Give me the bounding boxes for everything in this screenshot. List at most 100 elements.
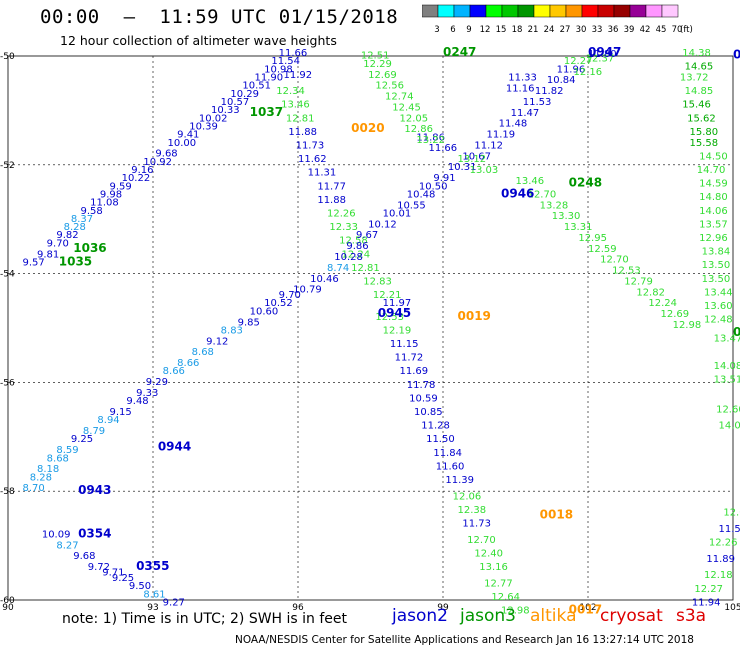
y-tick-label: -60 xyxy=(0,596,15,606)
swh-value-label: 12.29 xyxy=(363,59,392,70)
swh-value-label: 11.94 xyxy=(692,597,721,608)
swh-value-label: 12.40 xyxy=(474,548,503,559)
swh-value-label: 12.27 xyxy=(564,56,593,67)
swh-value-label: 13.12 xyxy=(458,154,487,165)
chart-subtitle: 12 hour collection of altimeter wave hei… xyxy=(60,33,337,48)
swh-value-label: 12.33 xyxy=(329,222,358,233)
swh-value-label: 10.55 xyxy=(397,200,426,211)
swh-value-label: 10.60 xyxy=(250,306,279,317)
scale-label: 6 xyxy=(450,25,455,35)
swh-value-label: 9.81 xyxy=(37,249,59,260)
swh-value-label: 13.22 xyxy=(416,135,445,146)
swh-value-label: 10.29 xyxy=(230,89,259,100)
swh-value-label: 11.90 xyxy=(255,72,284,83)
swh-value-label: 13.47 xyxy=(714,334,740,345)
scale-label: 33 xyxy=(592,25,603,35)
swh-value-label: 12.26 xyxy=(709,538,738,549)
swh-value-label: 9.15 xyxy=(110,407,132,418)
swh-value-label: 8.83 xyxy=(221,325,243,336)
swh-value-label: 12.58 xyxy=(339,236,368,247)
swh-value-label: 9.67 xyxy=(356,230,378,241)
swh-value-label: 12.70 xyxy=(467,535,496,546)
swh-value-label: 12.16 xyxy=(574,67,603,78)
swh-value-label: 12.86 xyxy=(404,124,433,135)
swh-value-label: 11.84 xyxy=(433,448,462,459)
swh-value-label: 12.24 xyxy=(648,298,677,309)
swh-value-label: 11.78 xyxy=(407,380,436,391)
scale-label: 36 xyxy=(608,25,619,35)
swh-value-label: 14.05 xyxy=(719,421,740,432)
swh-value-label: 10.57 xyxy=(221,97,250,108)
swh-value-label: 11.86 xyxy=(416,132,445,143)
swh-value-label: 12.27 xyxy=(694,584,723,595)
swh-value-label: 9.33 xyxy=(136,388,158,399)
swh-value-label: 12.19 xyxy=(383,325,412,336)
swh-value-label: 10.84 xyxy=(547,75,576,86)
swh-value-label: 11.73 xyxy=(462,519,491,530)
scale-label: 24 xyxy=(544,25,555,35)
swh-value-label: 11.62 xyxy=(298,154,327,165)
swh-value-label: 11.33 xyxy=(508,72,537,83)
x-tick-label: 102 xyxy=(579,603,596,613)
swh-value-label: 13.72 xyxy=(680,72,709,83)
swh-value-label: 15.46 xyxy=(682,100,711,111)
pass-time-label: 0247 xyxy=(443,45,476,59)
swh-value-label: 13.50 xyxy=(702,274,731,285)
swh-value-label: 12.77 xyxy=(484,578,513,589)
swh-value-label: 12.70 xyxy=(528,189,557,200)
swh-value-label: 12.82 xyxy=(636,287,665,298)
swh-value-label: 10.09 xyxy=(42,529,71,540)
legend-s3a: s3a xyxy=(676,606,707,626)
swh-value-label: 12.59 xyxy=(588,244,617,255)
swh-value-label: 8.74 xyxy=(327,263,349,274)
legend-cryosat: cryosat xyxy=(600,606,663,626)
swh-value-label: 13.51 xyxy=(714,374,740,385)
swh-value-label: 9.48 xyxy=(126,396,148,407)
swh-value-label: 9.50 xyxy=(129,581,151,592)
swh-value-label: 11.16 xyxy=(506,83,535,94)
scale-label: 70 xyxy=(672,25,683,35)
swh-value-label: 11.54 xyxy=(271,56,300,67)
swh-value-label: 12.81 xyxy=(351,263,380,274)
pass-time-label: 0 xyxy=(733,48,740,62)
swh-value-label: 9.70 xyxy=(47,238,69,249)
swh-value-label: 11.96 xyxy=(557,64,586,75)
swh-value-label: 10.50 xyxy=(419,181,448,192)
swh-value-label: 12.53 xyxy=(612,266,641,277)
swh-value-label: 12.70 xyxy=(600,255,629,266)
swh-value-label: 13.60 xyxy=(704,301,733,312)
swh-value-label: 8.28 xyxy=(64,222,86,233)
swh-value-label: 10.48 xyxy=(407,189,436,200)
x-tick-label: 105 xyxy=(724,603,740,613)
swh-value-label: 10.59 xyxy=(409,393,438,404)
swh-value-label: 11.50 xyxy=(426,434,455,445)
swh-value-label: 10.01 xyxy=(383,208,412,219)
swh-value-label: 13.46 xyxy=(281,100,310,111)
swh-value-label: 13.57 xyxy=(699,219,728,230)
swh-value-label: 12.81 xyxy=(286,113,315,124)
swh-value-label: 13.30 xyxy=(552,211,581,222)
swh-value-label: 11.92 xyxy=(284,70,313,81)
swh-value-label: 12.98 xyxy=(501,606,530,617)
swh-value-label: 8.37 xyxy=(71,214,93,225)
swh-value-label: 12.79 xyxy=(624,276,653,287)
plot-frame xyxy=(7,55,734,601)
y-tick-label: -54 xyxy=(0,270,15,280)
swh-value-label: 12.69 xyxy=(368,70,397,81)
x-tick-label: 99 xyxy=(437,603,449,613)
swh-value-label: 8.61 xyxy=(143,589,165,600)
swh-value-label: 11.39 xyxy=(445,475,474,486)
scale-unit: (ft) xyxy=(680,25,693,35)
swh-value-label: 11.89 xyxy=(706,554,735,565)
swh-value-label: 10.28 xyxy=(334,252,363,263)
swh-value-label: 11.97 xyxy=(383,298,412,309)
scale-label: 12 xyxy=(480,25,491,35)
swh-value-label: 9.82 xyxy=(56,230,78,241)
pass-time-label: 0017 xyxy=(569,603,602,617)
swh-value-label: 9.71 xyxy=(102,568,124,579)
swh-value-label: 11.60 xyxy=(436,461,465,472)
legend-jason3: jason3 xyxy=(460,606,516,626)
swh-value-label: 12.21 xyxy=(373,290,402,301)
pass-time-label: 1035 xyxy=(59,254,92,268)
x-tick-label: 96 xyxy=(292,603,304,613)
